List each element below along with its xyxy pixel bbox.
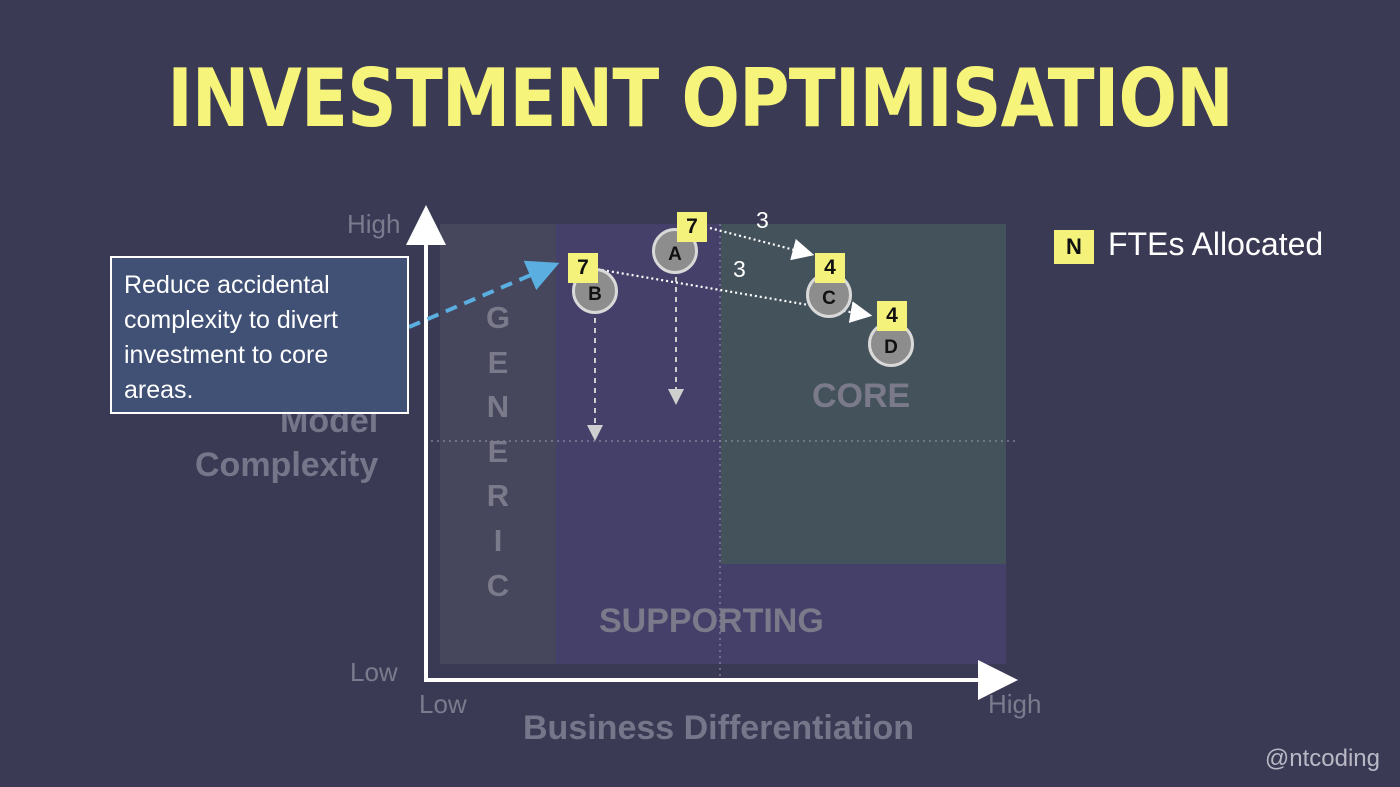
core-zone-label: CORE — [812, 377, 911, 415]
generic-letter: R — [486, 478, 510, 514]
arrow-a-c-label: 3 — [756, 207, 769, 233]
generic-letter: C — [486, 567, 510, 603]
node-d-fte-badge: 4 — [877, 301, 907, 331]
legend-badge: N — [1054, 230, 1094, 264]
supporting-zone-bottom — [721, 564, 1006, 664]
page-title: INVESTMENT OPTIMISATION — [167, 52, 1233, 145]
generic-zone — [440, 224, 556, 664]
author-handle: @ntcoding — [1264, 745, 1380, 772]
x-axis-high-label: High — [988, 689, 1042, 719]
generic-letter: N — [486, 389, 510, 425]
node-b-fte-badge: 7 — [568, 253, 598, 283]
x-axis-low-label: Low — [419, 689, 467, 719]
generic-letter: I — [493, 522, 503, 558]
generic-zone-label: G E N E R I C — [481, 296, 515, 608]
generic-letter: E — [487, 344, 509, 380]
y-axis-high-label: High — [347, 209, 401, 239]
y-axis-low-label: Low — [350, 657, 398, 687]
legend-text: FTEs Allocated — [1108, 226, 1324, 262]
node-a: A — [652, 228, 698, 274]
generic-letter: E — [487, 433, 509, 469]
supporting-zone-label: SUPPORTING — [599, 602, 824, 640]
y-axis-title-line2: Complexity — [195, 446, 379, 484]
core-zone — [721, 224, 1006, 564]
x-axis-title: Business Differentiation — [523, 709, 915, 747]
callout-box: Reduce accidental complexity to divert i… — [110, 256, 409, 414]
node-c-fte-badge: 4 — [815, 253, 845, 283]
generic-letter: G — [485, 300, 511, 335]
arrow-b-d-label: 3 — [733, 256, 746, 282]
node-a-fte-badge: 7 — [677, 212, 707, 242]
